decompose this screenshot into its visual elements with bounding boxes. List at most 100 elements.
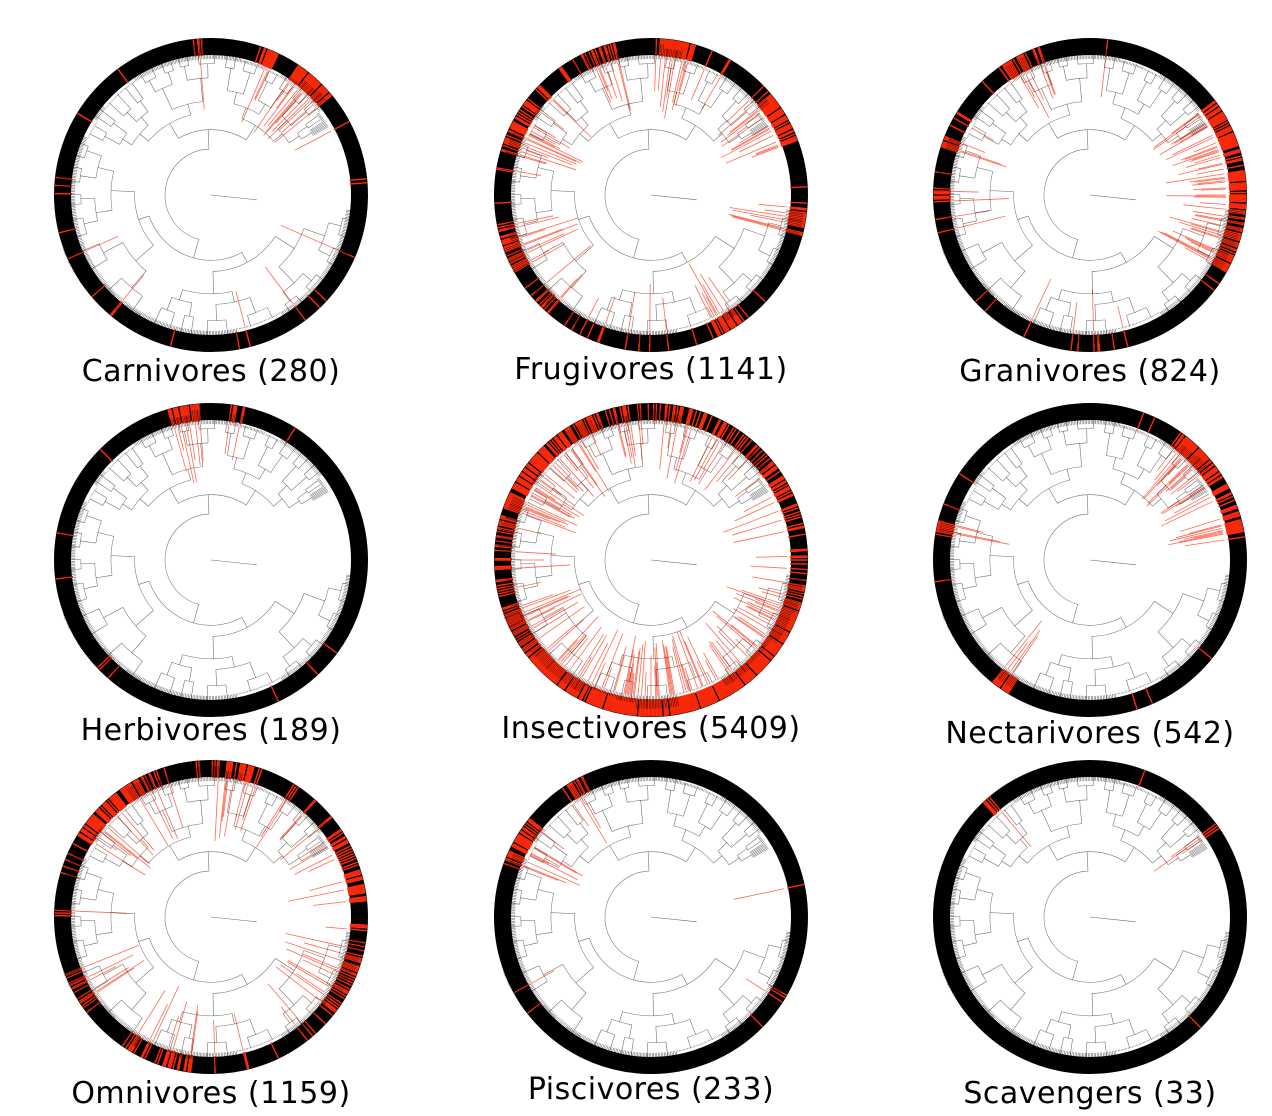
branch-tip [1013, 61, 1023, 77]
branch-tip [665, 48, 668, 60]
branch-tip [507, 225, 519, 229]
branch-tip [140, 315, 148, 328]
branch-tip [503, 243, 524, 252]
highlight-tick [530, 458, 545, 472]
highlight-tick [535, 288, 549, 302]
branch-arc [247, 307, 268, 316]
branch-tip [516, 631, 536, 643]
branch-tip [216, 44, 218, 60]
branch-radial [57, 179, 80, 183]
branch-tip [302, 295, 311, 304]
highlight-tick [719, 315, 730, 331]
branch-tip [311, 123, 328, 134]
highlight-branch [592, 437, 602, 456]
branch-tip [145, 56, 154, 73]
trait-highlights [55, 403, 338, 702]
branch-tip [1159, 72, 1164, 79]
branch-radial [64, 612, 80, 619]
branch-tip [282, 310, 290, 320]
highlight-tick [307, 81, 321, 96]
highlight-branch [540, 479, 562, 496]
branch-tip [296, 79, 305, 90]
branch-tip [988, 102, 990, 104]
branch-tip [341, 596, 360, 602]
highlight-branch [659, 424, 665, 470]
branch-tip [1151, 315, 1153, 318]
branch-radial [241, 107, 247, 119]
branch-tip [67, 250, 88, 261]
highlight-branch [533, 601, 579, 629]
branch-arc [550, 536, 555, 576]
highlight-tick [596, 690, 605, 708]
branch-tip [202, 409, 204, 425]
branch-tip [666, 695, 669, 708]
branch-tip [951, 240, 962, 245]
branch-tip [342, 594, 360, 600]
branch-arc [981, 132, 987, 141]
branch-tip [1049, 325, 1052, 331]
highlight-branch [525, 588, 581, 613]
branch-tip [785, 212, 804, 216]
highlight-tick [582, 418, 592, 435]
branch-tip [300, 662, 308, 671]
branch-tip [583, 422, 592, 438]
highlight-tick [699, 413, 707, 431]
branch-tip [244, 425, 246, 429]
highlight-branch [1188, 524, 1222, 534]
highlight-tick [785, 230, 803, 237]
branch-tip [60, 525, 79, 531]
branch-tip [630, 410, 633, 426]
highlight-tick [307, 82, 322, 97]
highlight-branch [1160, 501, 1213, 527]
highlight-tick [949, 124, 966, 134]
branch-tip [179, 51, 182, 63]
highlight-tick [1228, 176, 1246, 180]
branch-tip [1191, 94, 1203, 105]
branch-tip [244, 60, 246, 64]
highlight-tick [757, 94, 773, 108]
highlight-tick [541, 446, 555, 461]
branch-tip [987, 103, 989, 105]
branch-tip [315, 463, 327, 474]
branch-tip [766, 631, 780, 641]
branch-tip [151, 683, 155, 689]
highlight-branch [711, 641, 733, 670]
branch-tip [560, 456, 562, 459]
highlight-tick [615, 695, 621, 713]
branch-tip [770, 260, 784, 269]
branch-tip [772, 620, 787, 628]
branch-tip [557, 666, 567, 678]
branch-tip [518, 268, 538, 281]
branch-tip [511, 499, 527, 507]
branch-tip [182, 416, 185, 427]
highlight-tick [704, 687, 713, 705]
branch-tip [549, 467, 551, 469]
highlight-tick [232, 405, 237, 423]
highlight-branch [755, 556, 787, 558]
branch-tip [177, 52, 181, 63]
branch-tip [1076, 44, 1078, 60]
branch-radial [977, 107, 995, 122]
branch-tip [750, 652, 758, 659]
branch-radial [243, 437, 251, 460]
branch-radial [1048, 123, 1058, 139]
highlight-tick [295, 70, 307, 86]
highlight-tick [608, 693, 615, 711]
branch-radial [975, 210, 992, 214]
branch-tip [95, 110, 102, 115]
branch-tip [333, 253, 348, 261]
highlight-branch [1193, 531, 1224, 539]
highlight-tick [548, 440, 562, 455]
highlight-tick [771, 116, 787, 127]
branch-tip [504, 610, 526, 620]
branch-tip [58, 538, 77, 542]
highlight-tick [1023, 320, 1032, 338]
highlight-tick [547, 664, 561, 679]
branch-tip [330, 624, 345, 632]
panel-insectivores: Insectivores (5409) [486, 401, 816, 761]
branch-tip [93, 491, 95, 493]
highlight-tick [728, 309, 740, 326]
branch-radial [698, 446, 708, 466]
highlight-tick [1175, 437, 1188, 452]
branch-arc [585, 76, 597, 83]
